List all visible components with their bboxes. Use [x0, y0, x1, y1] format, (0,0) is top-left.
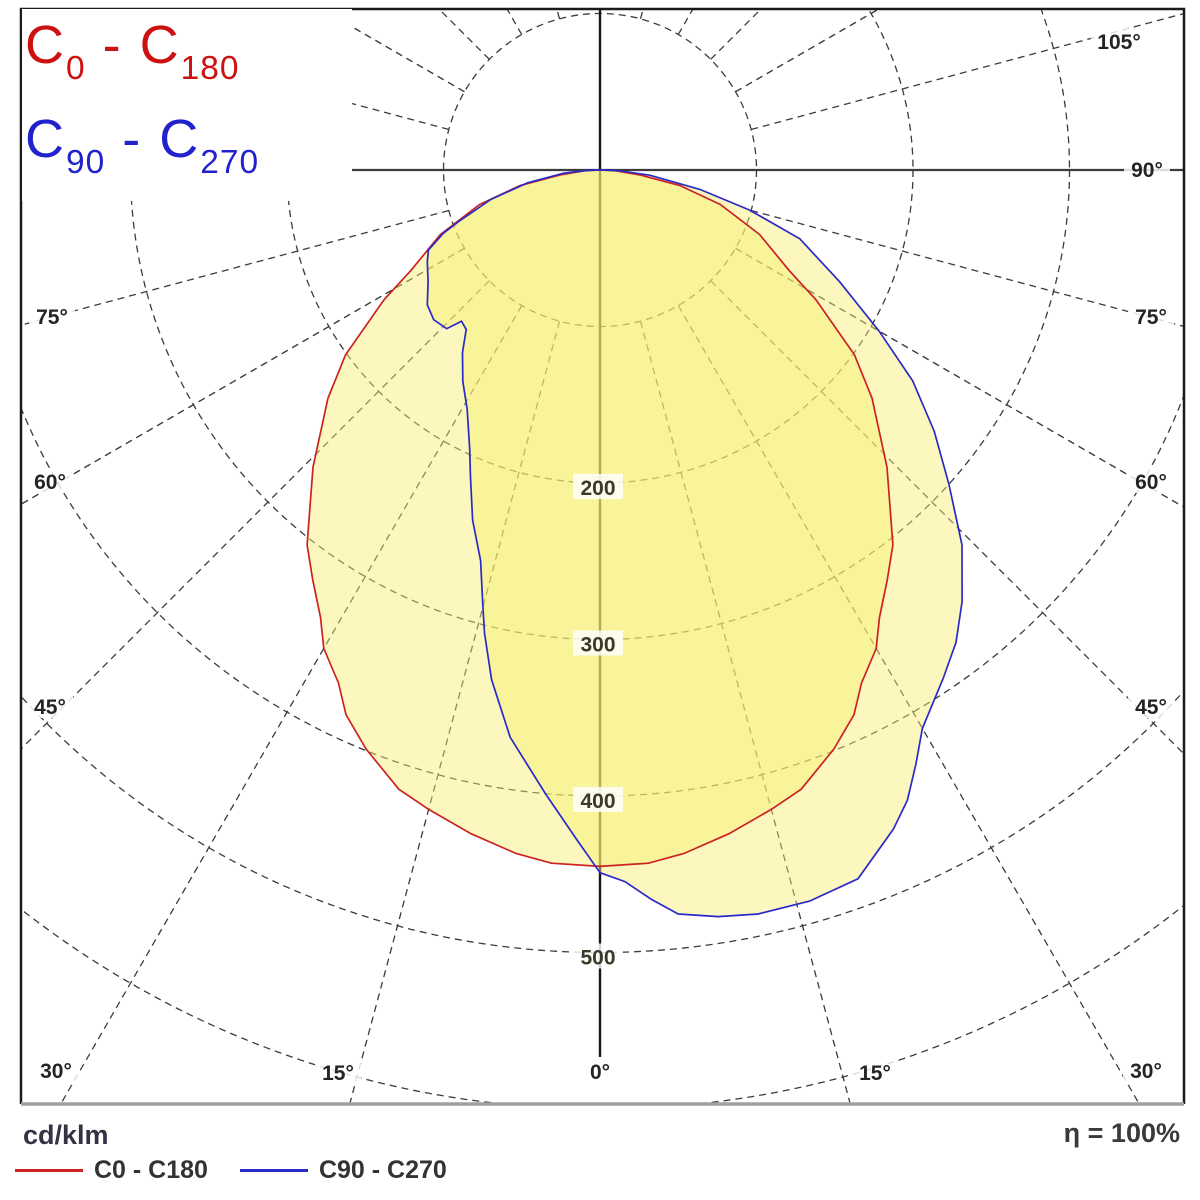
c90-c270-curve	[426, 169, 963, 918]
grid-ray	[677, 305, 1140, 1104]
angle-label-r75-halo	[1128, 303, 1174, 328]
title-letter: C	[159, 109, 201, 169]
angle-label-r15-halo	[852, 1059, 898, 1084]
grid-ray	[750, 12, 1184, 131]
angle-label-r30: 30°	[1130, 1060, 1162, 1083]
c90-c270-fill	[427, 170, 963, 917]
title-letter: C	[139, 15, 181, 75]
angle-label-r15: 15°	[859, 1062, 891, 1085]
legend-label-c0-c180: C0 - C180	[94, 1156, 208, 1184]
title-letter: C	[25, 109, 66, 169]
angle-label-r90-halo	[1124, 156, 1170, 181]
grid-ray	[349, 320, 561, 1104]
radial-value-label-halo	[573, 630, 623, 656]
angle-label-r90: 90°	[1131, 159, 1163, 182]
angle-label-l15: 15°	[322, 1062, 354, 1085]
title-subscript: 270	[200, 144, 260, 182]
radial-value-label: 500	[580, 947, 615, 970]
angle-label-r30-halo	[1123, 1057, 1169, 1082]
angle-label-l45-halo	[27, 693, 73, 718]
angle-label-b0-halo	[584, 1058, 616, 1083]
radial-value-label-halo	[573, 943, 623, 969]
plane-title-c90-c270: C90 - C270	[25, 108, 260, 182]
angle-label-l45: 45°	[34, 696, 66, 719]
angle-label-l30: 30°	[40, 1060, 72, 1083]
efficiency-label: η = 100%	[1063, 1118, 1180, 1148]
grid-ray	[639, 320, 851, 1104]
angle-label-b0: 0°	[590, 1061, 610, 1084]
units-label: cd/klm	[23, 1120, 109, 1150]
title-letter: C	[25, 15, 66, 75]
radial-value-label-halo	[573, 474, 623, 499]
angle-label-l15-halo	[315, 1059, 361, 1084]
grid-ray	[60, 305, 523, 1104]
radial-value-label: 200	[580, 477, 615, 500]
grid-ray	[735, 247, 1184, 508]
radial-value-label: 300	[580, 634, 615, 657]
radial-value-label-halo	[573, 787, 623, 812]
grid-ray	[21, 209, 450, 326]
angle-label-r60: 60°	[1135, 471, 1167, 494]
angle-label-l30-halo	[33, 1057, 79, 1082]
angle-label-r45: 45°	[1135, 696, 1167, 719]
legend: C0 - C180 C90 - C270	[15, 1156, 447, 1185]
title-subscript: 180	[180, 50, 240, 88]
angle-label-l75: 75°	[36, 306, 68, 329]
title-subscript: 0	[66, 50, 86, 88]
title-dash: -	[105, 109, 160, 169]
title-dash: -	[85, 15, 140, 75]
angle-label-r105-halo	[1091, 28, 1147, 53]
grid-ray	[21, 247, 465, 506]
angle-label-r45-halo	[1128, 693, 1174, 718]
angle-label-l75-halo	[29, 303, 75, 328]
legend-label-c90-c270: C90 - C270	[318, 1156, 447, 1184]
angle-label-l60: 60°	[34, 471, 66, 494]
c0-c180-fill	[307, 170, 893, 867]
header-background	[22, 9, 352, 201]
angle-label-l60-halo	[27, 468, 73, 493]
angle-label-r75: 75°	[1135, 306, 1167, 329]
grid-ray	[750, 209, 1184, 328]
grid-ray	[710, 280, 1184, 755]
angle-label-r60-halo	[1128, 468, 1174, 493]
grid-ray	[21, 280, 490, 750]
radial-value-label: 400	[580, 790, 615, 813]
plot-border	[19, 7, 1186, 1104]
plane-title-c0-c180: C0 - C180	[25, 14, 240, 88]
legend-swatch-c90-c270	[239, 1169, 308, 1172]
title-subscript: 90	[66, 144, 106, 182]
angle-label-r105: 105°	[1097, 31, 1140, 54]
legend-swatch-c0-c180	[15, 1169, 83, 1172]
